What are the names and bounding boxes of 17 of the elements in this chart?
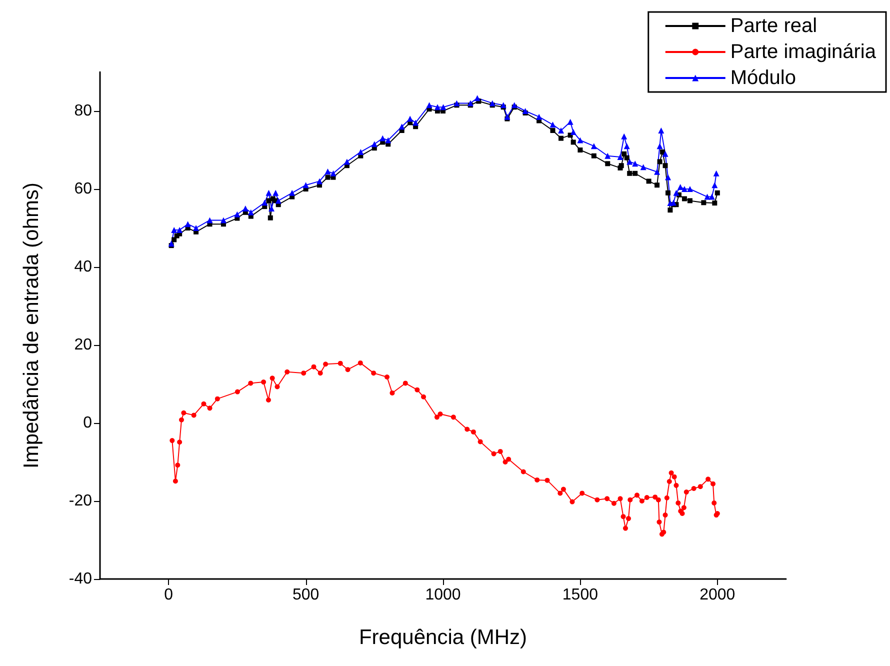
x-tick-label: 2000 — [700, 586, 736, 604]
y-tick-label: 0 — [83, 414, 92, 432]
x-tick-label: 500 — [292, 586, 320, 604]
x-tick-label: 1500 — [562, 586, 598, 604]
legend-label: Parte imaginária — [730, 41, 877, 63]
x-tick-label: 0 — [164, 586, 174, 604]
y-tick-label: 40 — [74, 258, 92, 276]
y-tick-label: 60 — [74, 180, 92, 198]
x-tick-label: 1000 — [425, 586, 461, 604]
y-tick-label: -20 — [68, 492, 92, 510]
y-axis-title: Impedância de entrada (ohms) — [20, 182, 43, 468]
x-axis-title: Frequência (MHz) — [358, 626, 528, 649]
legend-label: Parte real — [730, 15, 818, 37]
y-tick-label: -40 — [68, 570, 92, 588]
legend-label: Módulo — [730, 67, 796, 89]
y-tick-label: 80 — [74, 102, 92, 120]
y-tick-label: 20 — [74, 336, 92, 354]
